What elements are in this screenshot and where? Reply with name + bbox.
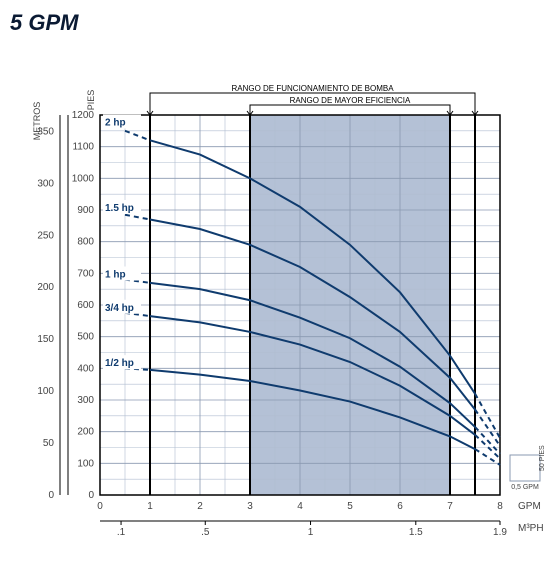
svg-text:2: 2 [197, 501, 203, 512]
svg-text:4: 4 [297, 501, 303, 512]
svg-text:3/4 hp: 3/4 hp [105, 303, 134, 314]
svg-text:500: 500 [77, 332, 94, 343]
svg-text:METROS: METROS [32, 102, 42, 141]
pump-curve-chart: RANGO DE FUNCIONAMIENTO DE BOMBA RANGO DE… [0, 60, 560, 560]
svg-text:RANGO DE FUNCIONAMIENTO DE BOM: RANGO DE FUNCIONAMIENTO DE BOMBA [231, 84, 394, 93]
svg-text:0,5 GPM: 0,5 GPM [511, 484, 539, 491]
svg-text:3: 3 [247, 501, 253, 512]
svg-text:M³PH: M³PH [518, 523, 544, 534]
svg-text:GPM: GPM [518, 501, 541, 512]
svg-text:600: 600 [77, 300, 94, 311]
svg-text:1.5: 1.5 [409, 527, 423, 538]
svg-text:1: 1 [147, 501, 153, 512]
svg-text:.5: .5 [201, 527, 210, 538]
svg-text:0: 0 [48, 490, 54, 501]
svg-text:50: 50 [43, 438, 55, 449]
svg-text:2 hp: 2 hp [105, 118, 126, 129]
svg-text:400: 400 [77, 363, 94, 374]
svg-text:300: 300 [37, 178, 54, 189]
svg-text:250: 250 [37, 230, 54, 241]
svg-text:1/2 hp: 1/2 hp [105, 358, 134, 369]
svg-text:150: 150 [37, 334, 54, 345]
svg-text:700: 700 [77, 268, 94, 279]
svg-text:1100: 1100 [72, 142, 94, 153]
svg-text:6: 6 [397, 501, 403, 512]
svg-text:0: 0 [88, 490, 94, 501]
svg-text:1200: 1200 [72, 110, 95, 121]
svg-text:1000: 1000 [72, 173, 95, 184]
svg-text:100: 100 [37, 386, 54, 397]
svg-text:0: 0 [97, 501, 103, 512]
svg-text:1.5 hp: 1.5 hp [105, 203, 134, 214]
svg-text:5: 5 [347, 501, 353, 512]
svg-text:200: 200 [37, 282, 54, 293]
svg-text:7: 7 [447, 501, 453, 512]
svg-text:800: 800 [77, 237, 94, 248]
svg-text:50 PIES: 50 PIES [539, 445, 546, 471]
svg-text:RANGO DE MAYOR EFICIENCIA: RANGO DE MAYOR EFICIENCIA [290, 96, 411, 105]
svg-text:900: 900 [77, 205, 94, 216]
svg-text:200: 200 [77, 427, 94, 438]
svg-text:100: 100 [77, 458, 94, 469]
svg-text:8: 8 [497, 501, 503, 512]
svg-text:1: 1 [308, 527, 314, 538]
svg-text:PIES: PIES [86, 90, 96, 111]
svg-text:1 hp: 1 hp [105, 270, 126, 281]
svg-text:1.9: 1.9 [493, 527, 507, 538]
page-title: 5 GPM [10, 10, 78, 36]
svg-text:300: 300 [77, 395, 94, 406]
svg-text:.1: .1 [117, 527, 126, 538]
